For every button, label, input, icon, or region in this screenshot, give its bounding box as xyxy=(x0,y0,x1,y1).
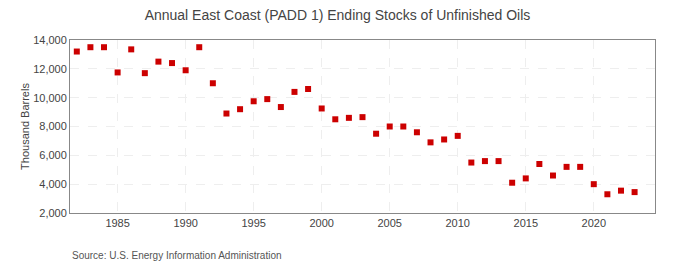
svg-text:Thousand Barrels: Thousand Barrels xyxy=(19,83,31,170)
svg-text:Source: U.S. Energy Informatio: Source: U.S. Energy Information Administ… xyxy=(72,250,282,261)
svg-text:4,000: 4,000 xyxy=(39,178,67,190)
svg-text:8,000: 8,000 xyxy=(39,120,67,132)
svg-text:2,000: 2,000 xyxy=(39,207,67,219)
svg-text:1990: 1990 xyxy=(173,217,197,229)
svg-text:14,000: 14,000 xyxy=(33,34,67,46)
svg-text:1985: 1985 xyxy=(105,217,129,229)
svg-text:6,000: 6,000 xyxy=(39,149,67,161)
svg-text:2000: 2000 xyxy=(309,217,333,229)
svg-text:2005: 2005 xyxy=(377,217,401,229)
svg-text:2020: 2020 xyxy=(582,217,606,229)
svg-text:Annual East Coast (PADD 1) End: Annual East Coast (PADD 1) Ending Stocks… xyxy=(145,7,531,23)
svg-text:1995: 1995 xyxy=(241,217,265,229)
svg-text:2015: 2015 xyxy=(514,217,538,229)
svg-text:2010: 2010 xyxy=(445,217,469,229)
svg-text:12,000: 12,000 xyxy=(33,63,67,75)
svg-text:10,000: 10,000 xyxy=(33,92,67,104)
